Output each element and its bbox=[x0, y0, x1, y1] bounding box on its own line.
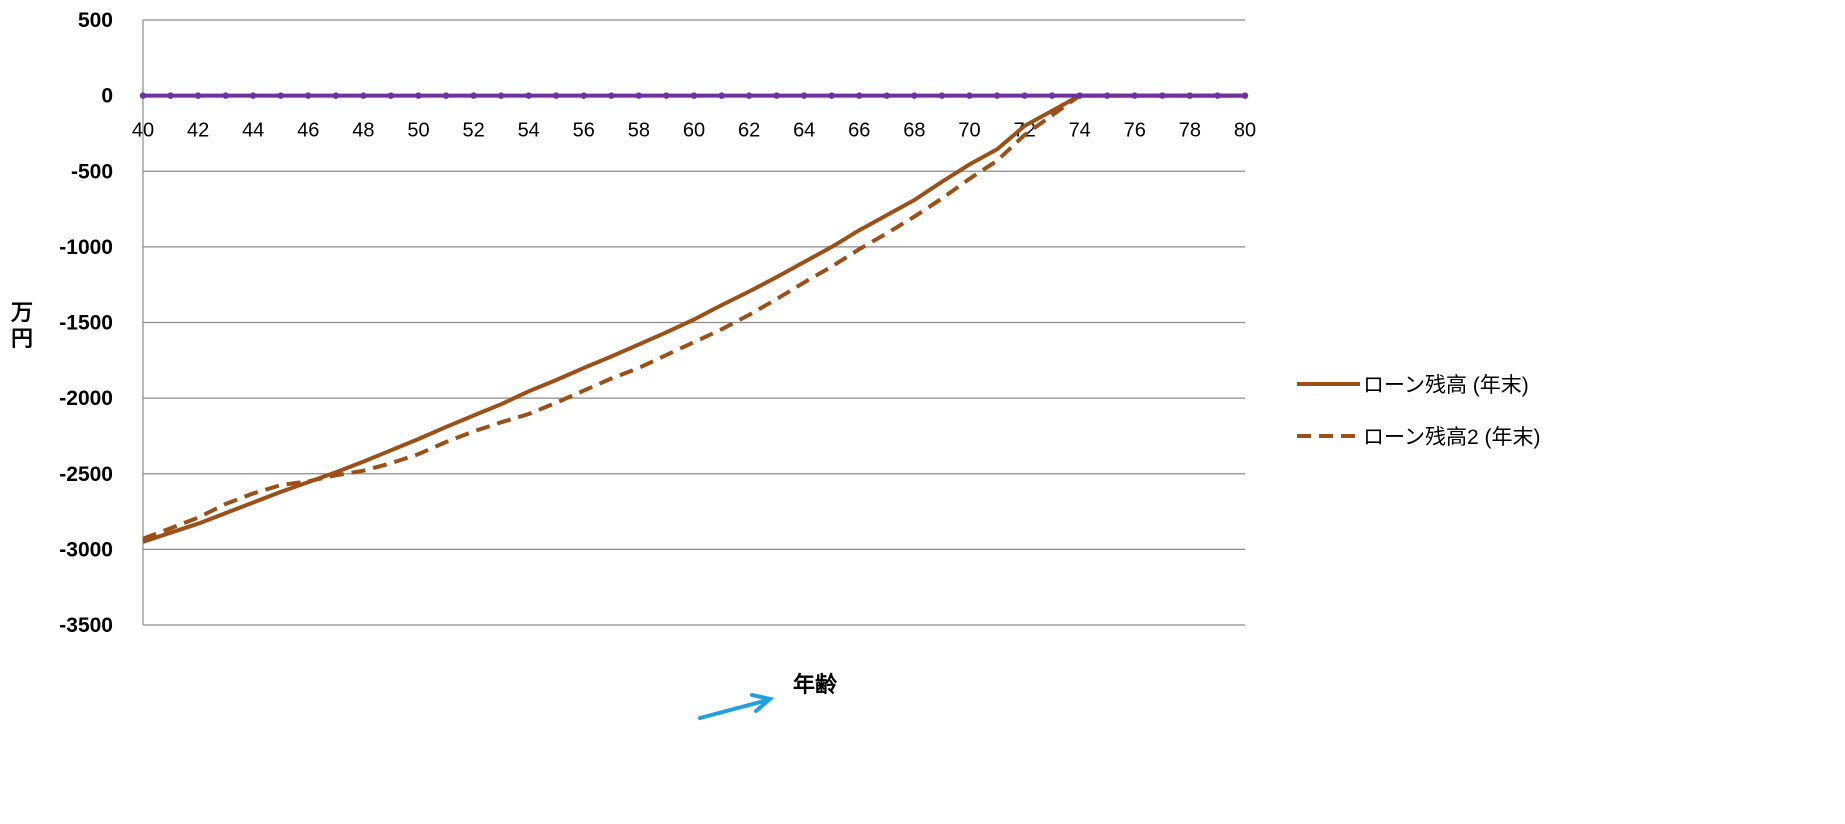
x-tick-label: 48 bbox=[352, 120, 374, 142]
x-tick-label: 76 bbox=[1124, 120, 1146, 142]
series-point bbox=[966, 92, 973, 99]
series-point bbox=[801, 92, 808, 99]
series-point bbox=[1048, 92, 1056, 99]
x-tick-label: 58 bbox=[628, 120, 650, 142]
x-tick-label: 50 bbox=[407, 120, 429, 142]
series-line-2 bbox=[142, 93, 1245, 541]
series-point bbox=[387, 92, 395, 99]
y-tick-labels: 500 0 -500 -1000 -1500 -2000 -2500 -3000 -3500 bbox=[59, 9, 113, 637]
series-lines bbox=[139, 92, 1249, 544]
series-point bbox=[250, 92, 257, 99]
x-tick-label: 78 bbox=[1179, 120, 1201, 142]
series-point bbox=[663, 92, 670, 99]
x-tick-label: 46 bbox=[297, 120, 319, 142]
series-point bbox=[883, 92, 891, 99]
series-point bbox=[635, 92, 643, 99]
x-tick-labels: 40 42 44 46 48 50 52 54 56 58 60 62 64 66 68 70 72 74 76 78… bbox=[132, 120, 1256, 142]
series-line-1 bbox=[142, 93, 1245, 544]
x-tick-label: 54 bbox=[518, 120, 540, 142]
legend-label: ローン残高2 (年末) bbox=[1363, 426, 1540, 449]
y-axis-title-part-1: 万 bbox=[10, 300, 33, 325]
series-point bbox=[553, 92, 560, 99]
legend: ローン残高 (年末) ローン残高2 (年末) bbox=[1297, 374, 1540, 449]
x-tick-label: 56 bbox=[573, 120, 595, 142]
y-tick-label: -3000 bbox=[59, 538, 113, 561]
y-axis-title-part-2: 円 bbox=[11, 326, 33, 351]
series-point bbox=[277, 92, 284, 99]
series-point bbox=[828, 92, 835, 99]
x-tick-label: 42 bbox=[187, 120, 209, 142]
series-point bbox=[442, 92, 450, 99]
x-tick-label: 60 bbox=[683, 120, 705, 142]
y-tick-label: -2500 bbox=[59, 463, 113, 486]
series-point bbox=[911, 92, 918, 99]
series-point bbox=[1214, 92, 1221, 99]
series-point bbox=[1021, 92, 1028, 99]
series-point bbox=[1131, 92, 1139, 99]
series-point bbox=[580, 92, 587, 99]
x-tick-label: 64 bbox=[793, 120, 815, 142]
y-tick-label: -3500 bbox=[59, 614, 113, 637]
series-point bbox=[525, 92, 532, 99]
gridlines bbox=[143, 19, 1245, 626]
series-point bbox=[1186, 92, 1194, 99]
series-point bbox=[690, 92, 698, 99]
series-point bbox=[773, 92, 780, 99]
x-axis-title: 年齢 bbox=[793, 672, 838, 697]
series-point bbox=[1076, 92, 1083, 99]
x-tick-label: 66 bbox=[848, 120, 870, 142]
series-point bbox=[167, 92, 174, 99]
series-point bbox=[608, 92, 615, 99]
legend-label: ローン残高 (年末) bbox=[1363, 374, 1529, 397]
y-tick-label: -500 bbox=[71, 160, 113, 183]
series-point bbox=[856, 92, 863, 99]
x-tick-label: 44 bbox=[242, 120, 264, 142]
series-point bbox=[139, 92, 147, 99]
y-tick-label: 0 bbox=[101, 85, 113, 108]
series-point bbox=[222, 92, 229, 99]
series-point bbox=[1241, 92, 1249, 99]
series-point bbox=[305, 92, 312, 99]
x-tick-label: 68 bbox=[903, 120, 925, 142]
series-point bbox=[497, 92, 505, 99]
series-point bbox=[470, 92, 477, 99]
x-tick-label: 80 bbox=[1234, 120, 1256, 142]
y-tick-label: 500 bbox=[78, 9, 113, 32]
y-tick-label: -1000 bbox=[59, 236, 113, 259]
series-point bbox=[718, 92, 725, 99]
series-point bbox=[1159, 92, 1166, 99]
x-tick-label: 74 bbox=[1069, 120, 1091, 142]
x-tick-label: 52 bbox=[462, 120, 484, 142]
series-point bbox=[1104, 92, 1111, 99]
series-point bbox=[332, 92, 340, 99]
series-point bbox=[993, 92, 1001, 99]
series-point bbox=[194, 92, 202, 99]
y-tick-label: -1500 bbox=[59, 312, 113, 335]
annotation-arrow bbox=[698, 693, 775, 720]
x-tick-label: 62 bbox=[738, 120, 760, 142]
series-point bbox=[938, 92, 946, 99]
series-point bbox=[745, 92, 753, 99]
y-tick-label: -2000 bbox=[59, 387, 113, 410]
series-point bbox=[415, 92, 422, 99]
x-tick-label: 70 bbox=[958, 120, 980, 142]
series-point bbox=[360, 92, 367, 99]
x-tick-label: 40 bbox=[132, 120, 154, 142]
